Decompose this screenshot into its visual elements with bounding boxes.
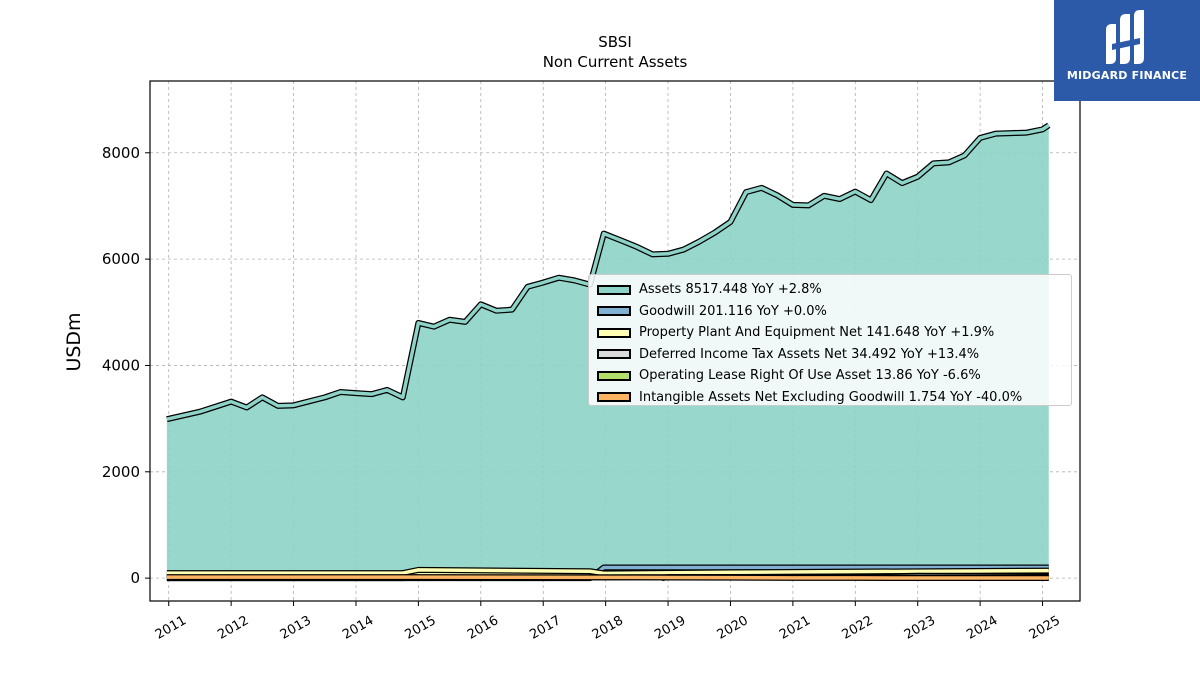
legend-swatch bbox=[597, 392, 631, 403]
series-lines bbox=[166, 122, 1051, 582]
x-tick-label: 2015 bbox=[403, 613, 439, 643]
legend-swatch bbox=[597, 327, 631, 338]
x-tick-label: 2012 bbox=[215, 613, 251, 643]
legend: Assets 8517.448 YoY +2.8% Goodwill 201.11… bbox=[588, 274, 1072, 406]
chart-title: SBSI bbox=[598, 33, 632, 51]
legend-label: Operating Lease Right Of Use Asset 13.86… bbox=[639, 368, 981, 384]
x-tick-label: 2024 bbox=[964, 613, 1000, 643]
legend-item: Goodwill 201.116 YoY +0.0% bbox=[597, 301, 1071, 323]
y-tick-label: 6000 bbox=[102, 250, 140, 268]
legend-item: Assets 8517.448 YoY +2.8% bbox=[597, 279, 1071, 301]
x-tick-label: 2022 bbox=[839, 613, 875, 643]
legend-swatch bbox=[597, 306, 631, 317]
y-tick-label: 2000 bbox=[102, 463, 140, 481]
x-tick-label: 2013 bbox=[278, 613, 314, 643]
midgard-logo-icon bbox=[1106, 10, 1144, 64]
legend-label: Goodwill 201.116 YoY +0.0% bbox=[639, 303, 827, 319]
legend-item: Deferred Income Tax Assets Net 34.492 Yo… bbox=[597, 344, 1071, 366]
legend-label: Deferred Income Tax Assets Net 34.492 Yo… bbox=[639, 346, 980, 362]
legend-swatch bbox=[597, 284, 631, 295]
x-tick-label: 2020 bbox=[715, 613, 751, 643]
x-tick-label: 2023 bbox=[902, 613, 938, 643]
x-tick-label: 2016 bbox=[465, 613, 501, 643]
x-tick-label: 2017 bbox=[527, 613, 563, 643]
y-tick-label: 0 bbox=[130, 569, 140, 587]
brand-logo: MIDGARD FINANCE bbox=[1054, 0, 1200, 101]
legend-label: Intangible Assets Net Excluding Goodwill… bbox=[639, 389, 1023, 405]
plot-frame bbox=[149, 80, 1081, 602]
y-tick-label: 4000 bbox=[102, 356, 140, 374]
x-tick-label: 2019 bbox=[652, 613, 688, 643]
series-line-2 bbox=[166, 568, 1049, 576]
legend-item: Intangible Assets Net Excluding Goodwill… bbox=[597, 387, 1071, 409]
x-tick-label: 2018 bbox=[590, 613, 626, 643]
x-axis: 2011 2012 2013 2014 2015 2016 2017 2018 2019 2020… bbox=[153, 601, 1063, 643]
series-line-0 bbox=[166, 123, 1050, 421]
y-axis-label: USDm bbox=[63, 312, 85, 371]
legend-label: Property Plant And Equipment Net 141.648… bbox=[639, 325, 995, 341]
y-axis: 0 2000 4000 6000 8000 bbox=[102, 144, 150, 587]
legend-swatch bbox=[597, 349, 631, 360]
chart-subtitle: Non Current Assets bbox=[542, 53, 688, 71]
x-tick-label: 2014 bbox=[340, 613, 376, 643]
series-line-5 bbox=[166, 575, 1049, 580]
logo-text: MIDGARD FINANCE bbox=[1066, 69, 1188, 82]
legend-label: Assets 8517.448 YoY +2.8% bbox=[639, 282, 822, 298]
x-tick-label: 2011 bbox=[153, 613, 189, 643]
x-tick-label: 2021 bbox=[777, 613, 813, 643]
legend-item: Property Plant And Equipment Net 141.648… bbox=[597, 322, 1071, 344]
x-tick-label: 2025 bbox=[1027, 613, 1063, 643]
y-tick-label: 8000 bbox=[102, 144, 140, 162]
legend-item: Operating Lease Right Of Use Asset 13.86… bbox=[597, 365, 1071, 387]
legend-swatch bbox=[597, 370, 631, 381]
